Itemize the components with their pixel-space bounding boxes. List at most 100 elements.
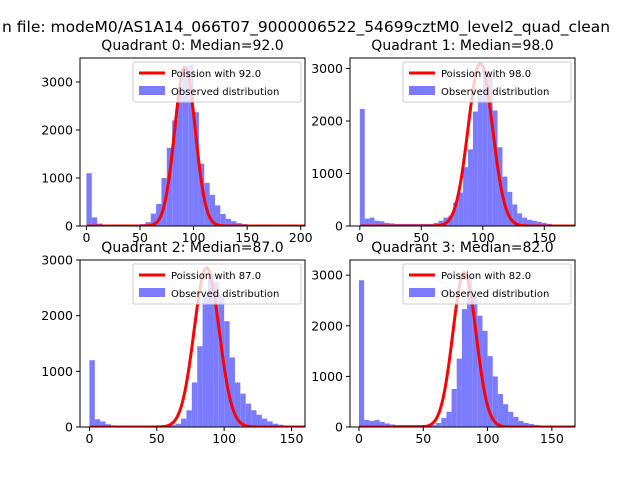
y-tick-label: 1000	[311, 369, 343, 384]
quadrant-2-axes-frame	[79, 259, 306, 428]
histogram-bar	[448, 215, 454, 226]
x-tick-label: 100	[212, 431, 236, 446]
x-tick-label: 100	[182, 230, 206, 245]
x-tick-label: 0	[82, 230, 90, 245]
histogram-bar	[431, 424, 437, 427]
legend-box	[132, 61, 302, 103]
legend-hist-swatch	[139, 86, 165, 95]
histogram-bar	[240, 393, 246, 427]
histogram-bar	[181, 418, 187, 427]
x-tick-label: 100	[476, 431, 500, 446]
histogram-bar	[245, 403, 252, 427]
histogram-bar	[451, 389, 457, 427]
histogram-bar	[458, 192, 464, 226]
y-tick-label: 0	[65, 420, 73, 435]
histogram-bar	[522, 217, 528, 226]
histogram-bar	[472, 111, 478, 226]
histogram-bar	[441, 417, 447, 427]
y-tick-label: 2000	[311, 114, 343, 129]
histogram-bar	[100, 421, 106, 427]
histogram-bar	[536, 221, 542, 226]
quadrant-2-panel: Quadrant 2: Median=87.0 0 50 100 150 0 1000 200…	[41, 240, 306, 446]
x-tick-label: 100	[471, 230, 495, 245]
histogram-bar	[436, 422, 442, 427]
histogram-bar	[507, 191, 513, 226]
x-tick-label: 150	[280, 431, 304, 446]
x-tick-label: 50	[413, 230, 429, 245]
histogram-bar	[166, 147, 173, 226]
x-tick-label: 200	[289, 230, 313, 245]
histogram-bar	[209, 194, 215, 226]
histogram-bar	[438, 220, 444, 226]
histogram-bar	[156, 203, 162, 226]
histogram-bar	[224, 321, 230, 427]
y-tick-label: 1000	[41, 364, 73, 379]
legend-poisson-label: Poission with 82.0	[441, 271, 531, 282]
y-tick-label: 3000	[311, 268, 343, 283]
histogram-bar	[188, 64, 194, 226]
histogram-bar	[145, 222, 151, 226]
legend-box	[402, 61, 572, 103]
y-tick-label: 3000	[41, 253, 73, 268]
legend-hist-label: Observed distribution	[171, 289, 279, 300]
histogram-bar	[234, 382, 241, 427]
histogram-bar	[384, 423, 390, 427]
x-tick-label: 0	[356, 230, 364, 245]
quadrant-1-legend: Poission with 98.0 Observed distribution	[402, 61, 572, 103]
histogram-bar	[467, 275, 473, 427]
histogram-bar	[172, 120, 178, 226]
histogram-bar	[364, 218, 370, 226]
histogram-bar	[220, 214, 226, 226]
histogram-bar	[463, 167, 469, 226]
x-tick-label: 0	[85, 431, 93, 446]
legend-hist-label: Observed distribution	[441, 87, 549, 98]
x-tick-label: 150	[540, 431, 564, 446]
histogram-bar	[175, 423, 182, 427]
histogram-bar	[512, 204, 518, 226]
histogram-bar	[461, 309, 467, 427]
histogram-bar	[487, 75, 493, 226]
y-tick-label: 2000	[41, 308, 73, 323]
histogram-bar	[523, 422, 529, 427]
histogram-bar	[374, 419, 380, 427]
subplot-grid: Quadrant 0: Median=92.00 50 100 150 20001000…	[41, 38, 576, 446]
x-tick-label: 0	[355, 431, 363, 446]
histogram-bar	[186, 410, 192, 427]
histogram-bar	[94, 419, 101, 427]
y-tick-label: 0	[65, 219, 73, 234]
x-tick-label: 50	[415, 431, 431, 446]
histogram-bar	[374, 220, 380, 226]
histogram-bar	[513, 416, 519, 427]
y-tick-label: 0	[335, 420, 343, 435]
quadrant-0-histogram	[86, 64, 258, 226]
x-tick-label: 50	[149, 431, 165, 446]
quadrant-0-title: Quadrant 0: Median=92.0	[101, 38, 283, 54]
histogram-bar	[229, 357, 235, 427]
quadrant-1-title: Quadrant 1: Median=98.0	[371, 38, 553, 54]
histogram-bar	[202, 296, 208, 427]
histogram-bar	[472, 295, 478, 427]
y-tick-label: 0	[335, 219, 343, 234]
histogram-bar	[207, 273, 214, 427]
quadrant-1-axes-frame	[349, 57, 576, 227]
histogram-bar	[541, 222, 547, 226]
poisson-curve	[89, 266, 305, 427]
figure-suptitle: n file: modeM0/AS1A14_066T07_9000006522_…	[2, 18, 610, 37]
poisson-curve	[359, 61, 575, 226]
legend-hist-swatch	[409, 288, 435, 297]
quadrant-3-title: Quadrant 3: Median=82.0	[371, 240, 553, 256]
histogram-bar	[193, 112, 199, 226]
y-tick-label: 1000	[41, 171, 73, 186]
x-tick-label: 150	[235, 230, 259, 245]
legend-poisson-label: Poission with 98.0	[441, 69, 531, 80]
histogram-bar	[150, 213, 157, 226]
legend-hist-swatch	[139, 288, 165, 297]
histogram-bar	[261, 418, 268, 427]
y-tick-label: 2000	[41, 123, 73, 138]
histogram-bar	[492, 376, 498, 427]
histogram-bar	[177, 86, 183, 226]
histogram-bar	[89, 360, 95, 427]
quadrant-3-axes-frame	[349, 259, 576, 428]
histogram-bar	[517, 213, 523, 226]
quadrant-3-panel: Quadrant 3: Median=82.0 0 50 100 150 0 1000 200…	[311, 240, 576, 446]
